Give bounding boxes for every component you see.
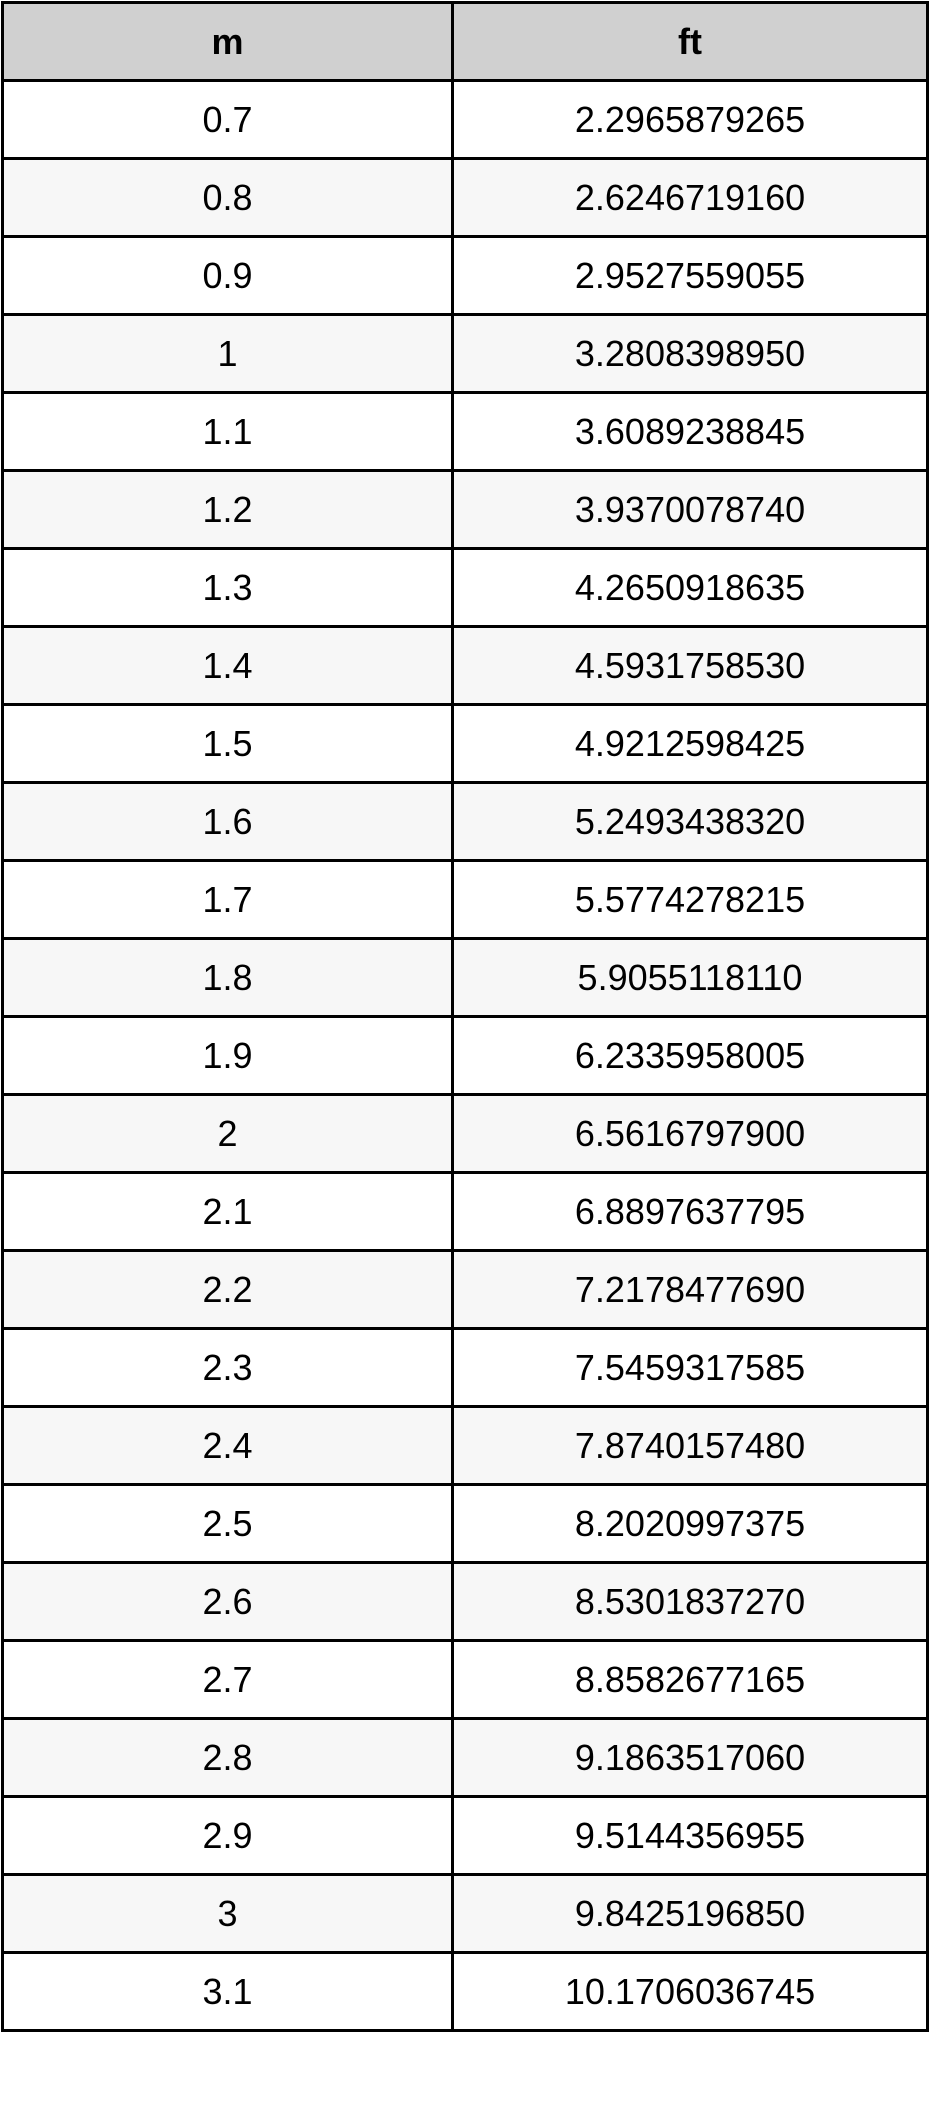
- table-row: 2.9 9.5144356955: [1, 1795, 929, 1876]
- table-row: 2.4 7.8740157480: [1, 1405, 929, 1486]
- feet-cell: 7.8740157480: [451, 1405, 929, 1486]
- meters-cell: 1.7: [1, 859, 454, 940]
- table-row: 1.2 3.9370078740: [1, 469, 929, 550]
- feet-cell: 2.2965879265: [451, 79, 929, 160]
- feet-cell: 9.1863517060: [451, 1717, 929, 1798]
- table-row: 2.2 7.2178477690: [1, 1249, 929, 1330]
- meters-cell: 2.5: [1, 1483, 454, 1564]
- table-row: 3.1 10.1706036745: [1, 1951, 929, 2032]
- meters-cell: 2.9: [1, 1795, 454, 1876]
- feet-cell: 6.2335958005: [451, 1015, 929, 1096]
- meters-cell: 1.3: [1, 547, 454, 628]
- feet-cell: 3.2808398950: [451, 313, 929, 394]
- feet-cell: 7.2178477690: [451, 1249, 929, 1330]
- table-row: 2.6 8.5301837270: [1, 1561, 929, 1642]
- feet-cell: 5.2493438320: [451, 781, 929, 862]
- feet-cell: 4.9212598425: [451, 703, 929, 784]
- table-row: 2 6.5616797900: [1, 1093, 929, 1174]
- meters-cell: 1.2: [1, 469, 454, 550]
- feet-cell: 8.5301837270: [451, 1561, 929, 1642]
- table-row: 2.3 7.5459317585: [1, 1327, 929, 1408]
- table-row: 1.3 4.2650918635: [1, 547, 929, 628]
- feet-cell: 10.1706036745: [451, 1951, 929, 2032]
- table-row: 0.9 2.9527559055: [1, 235, 929, 316]
- header-feet: ft: [451, 1, 929, 82]
- feet-cell: 5.9055118110: [451, 937, 929, 1018]
- table-row: 1.7 5.5774278215: [1, 859, 929, 940]
- feet-cell: 2.6246719160: [451, 157, 929, 238]
- table-row: 0.7 2.2965879265: [1, 79, 929, 160]
- feet-cell: 4.5931758530: [451, 625, 929, 706]
- meters-cell: 1.5: [1, 703, 454, 784]
- table-row: 1 3.2808398950: [1, 313, 929, 394]
- meters-cell: 1.6: [1, 781, 454, 862]
- table-row: 1.8 5.9055118110: [1, 937, 929, 1018]
- feet-cell: 9.8425196850: [451, 1873, 929, 1954]
- meters-cell: 1.9: [1, 1015, 454, 1096]
- meters-cell: 3: [1, 1873, 454, 1954]
- meters-cell: 2.1: [1, 1171, 454, 1252]
- feet-cell: 8.8582677165: [451, 1639, 929, 1720]
- conversion-table: m ft 0.7 2.2965879265 0.8 2.6246719160 0.9 2.…: [1, 1, 929, 2032]
- meters-cell: 3.1: [1, 1951, 454, 2032]
- meters-cell: 1.1: [1, 391, 454, 472]
- feet-cell: 4.2650918635: [451, 547, 929, 628]
- feet-cell: 7.5459317585: [451, 1327, 929, 1408]
- meters-cell: 2.8: [1, 1717, 454, 1798]
- table-row: 3 9.8425196850: [1, 1873, 929, 1954]
- meters-cell: 0.8: [1, 157, 454, 238]
- meters-cell: 2: [1, 1093, 454, 1174]
- header-row: m ft: [1, 1, 929, 82]
- table-row: 1.1 3.6089238845: [1, 391, 929, 472]
- meters-cell: 1: [1, 313, 454, 394]
- feet-cell: 6.8897637795: [451, 1171, 929, 1252]
- table-row: 2.1 6.8897637795: [1, 1171, 929, 1252]
- meters-cell: 2.6: [1, 1561, 454, 1642]
- meters-cell: 1.4: [1, 625, 454, 706]
- table-row: 1.5 4.9212598425: [1, 703, 929, 784]
- table-row: 1.6 5.2493438320: [1, 781, 929, 862]
- table-row: 2.5 8.2020997375: [1, 1483, 929, 1564]
- meters-cell: 2.4: [1, 1405, 454, 1486]
- feet-cell: 5.5774278215: [451, 859, 929, 940]
- meters-cell: 0.7: [1, 79, 454, 160]
- table-row: 2.7 8.8582677165: [1, 1639, 929, 1720]
- feet-cell: 6.5616797900: [451, 1093, 929, 1174]
- header-meters: m: [1, 1, 454, 82]
- feet-cell: 3.9370078740: [451, 469, 929, 550]
- feet-cell: 9.5144356955: [451, 1795, 929, 1876]
- meters-cell: 0.9: [1, 235, 454, 316]
- feet-cell: 3.6089238845: [451, 391, 929, 472]
- table-row: 2.8 9.1863517060: [1, 1717, 929, 1798]
- meters-cell: 2.2: [1, 1249, 454, 1330]
- meters-cell: 2.7: [1, 1639, 454, 1720]
- table-row: 1.9 6.2335958005: [1, 1015, 929, 1096]
- meters-cell: 1.8: [1, 937, 454, 1018]
- table-row: 1.4 4.5931758530: [1, 625, 929, 706]
- table-row: 0.8 2.6246719160: [1, 157, 929, 238]
- feet-cell: 2.9527559055: [451, 235, 929, 316]
- feet-cell: 8.2020997375: [451, 1483, 929, 1564]
- meters-cell: 2.3: [1, 1327, 454, 1408]
